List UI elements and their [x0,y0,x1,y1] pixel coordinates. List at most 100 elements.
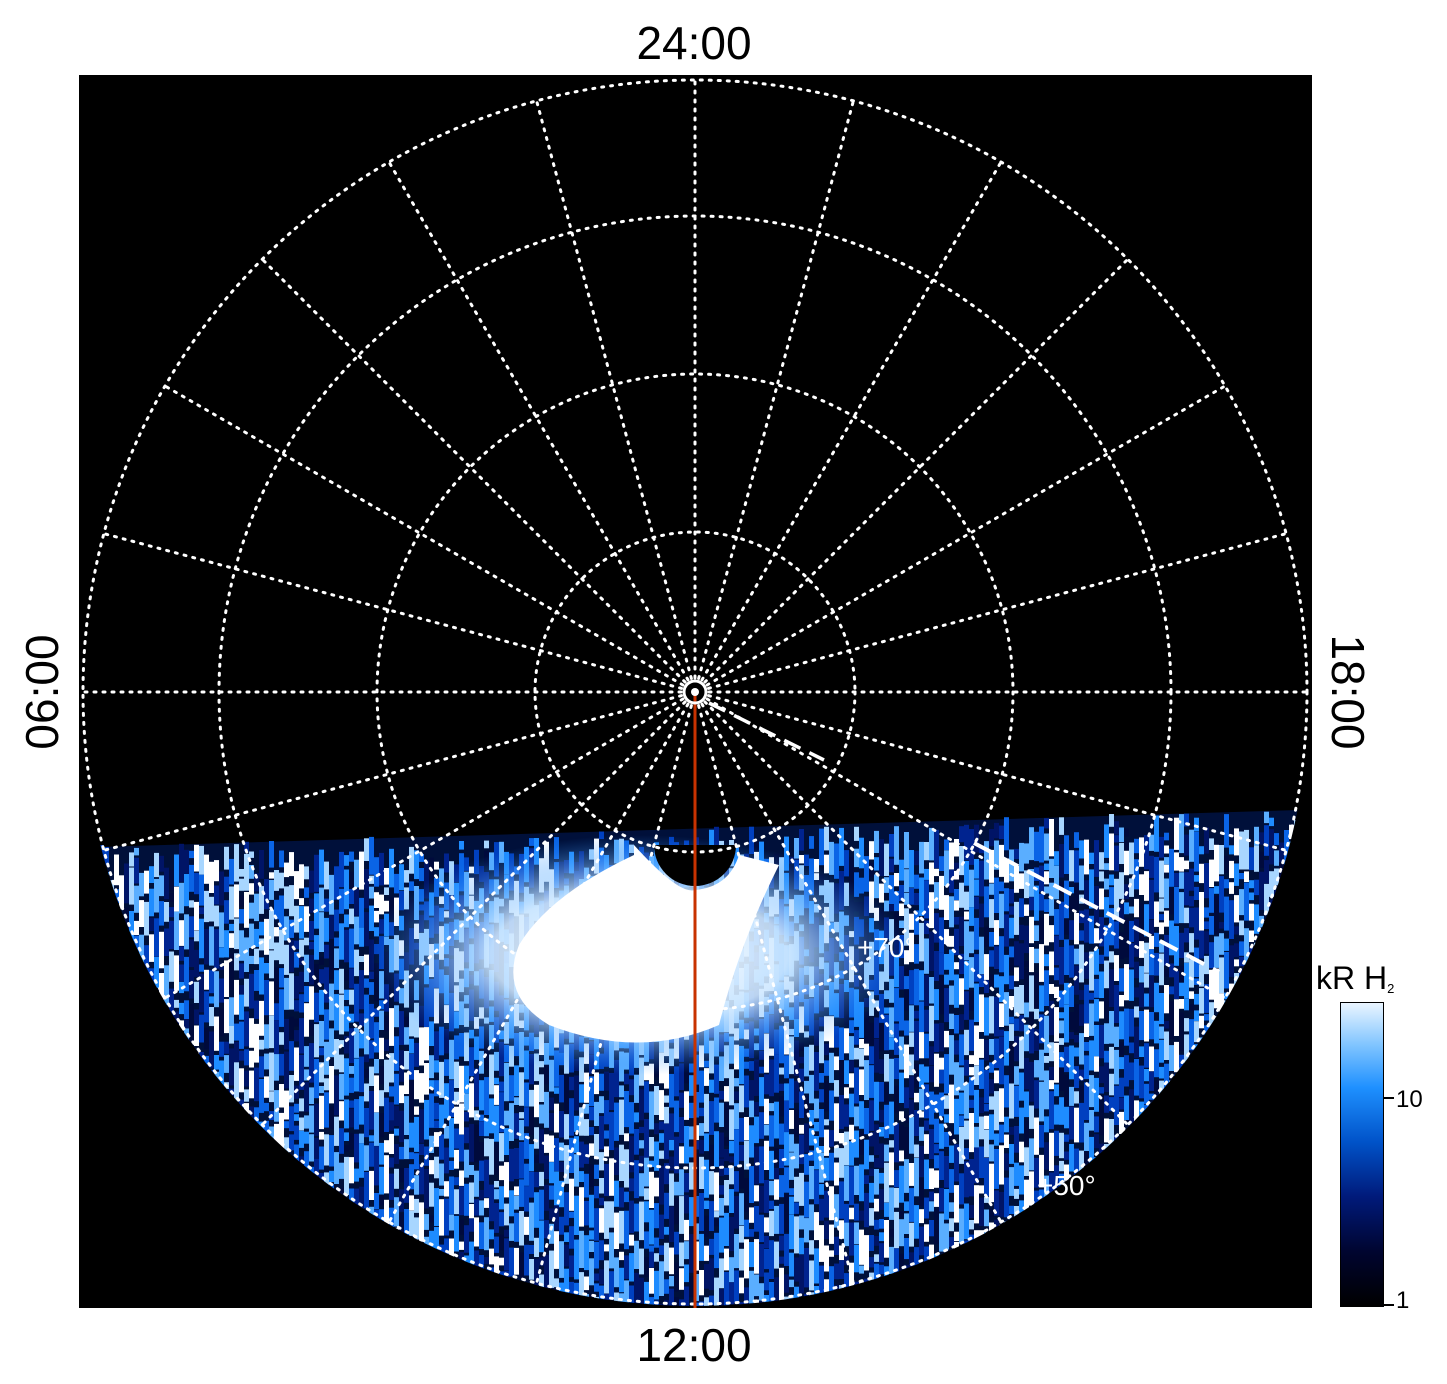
emission-pixel [1029,1138,1034,1171]
emission-pixel [679,1169,684,1196]
emission-pixel [264,1053,269,1070]
emission-pixel [779,1083,784,1091]
emission-pixel [1054,1274,1059,1300]
emission-pixel [989,1163,994,1203]
emission-pixel [744,1219,749,1237]
emission-pixel [1074,832,1079,848]
emission-pixel [904,908,909,946]
emission-pixel [804,1123,809,1153]
emission-pixel [994,1149,999,1189]
emission-pixel [1069,1274,1074,1301]
emission-pixel [429,1264,434,1290]
emission-pixel [1279,862,1284,882]
emission-pixel [859,1164,864,1202]
emission-pixel [834,1162,839,1186]
emission-pixel [1234,1287,1239,1306]
emission-pixel [124,946,129,984]
emission-pixel [1024,904,1029,916]
meridian-line-14 [163,384,685,687]
emission-pixel [494,1256,499,1294]
emission-pixel [1099,852,1104,870]
emission-pixel [604,1146,609,1157]
emission-pixel [214,1195,219,1229]
emission-pixel [204,1027,209,1050]
emission-pixel [919,1032,924,1059]
emission-pixel [719,1258,724,1289]
emission-pixel [599,1240,604,1261]
emission-pixel [214,1055,219,1070]
emission-pixel [1209,1200,1214,1224]
emission-pixel [274,1158,279,1182]
emission-pixel [1049,1269,1054,1299]
emission-pixel [334,909,339,932]
emission-pixel [434,1060,439,1073]
emission-pixel [294,976,299,999]
emission-pixel [394,1227,399,1252]
emission-pixel [249,1050,254,1068]
emission-pixel [294,1246,299,1283]
emission-pixel [889,1275,894,1304]
emission-pixel [1249,892,1254,901]
emission-pixel [199,1106,204,1125]
emission-pixel [1139,903,1144,942]
emission-pixel [159,1034,164,1050]
emission-pixel [184,849,189,874]
emission-pixel [684,1286,689,1306]
emission-pixel [664,1226,669,1235]
emission-pixel [289,885,294,917]
emission-pixel [144,901,149,936]
emission-pixel [934,829,939,869]
emission-pixel [884,1144,889,1162]
emission-pixel [1134,1227,1139,1264]
emission-pixel [134,1207,139,1223]
emission-pixel [164,1303,169,1306]
emission-pixel [439,1287,444,1306]
emission-pixel [1139,941,1144,958]
emission-pixel [1249,976,1254,1017]
emission-pixel [529,1089,534,1107]
emission-pixel [314,992,319,1023]
emission-pixel [344,1282,349,1306]
emission-pixel [439,1189,444,1196]
emission-pixel [629,1102,634,1134]
emission-pixel [849,1262,854,1290]
emission-pixel [1199,1263,1204,1298]
emission-pixel [1069,896,1074,912]
emission-pixel [1284,1208,1289,1223]
meridian-line-1 [707,694,1288,852]
emission-pixel [949,1084,954,1124]
emission-pixel [204,854,209,884]
emission-pixel [919,1209,924,1224]
emission-pixel [184,1019,189,1029]
emission-pixel [889,1187,894,1220]
emission-pixel [344,914,349,928]
emission-pixel [1154,1103,1159,1114]
emission-pixel [1099,954,1104,964]
emission-pixel [114,1268,119,1300]
emission-pixel [1014,967,1019,982]
emission-pixel [1064,1266,1069,1286]
emission-pixel [1174,817,1179,850]
emission-pixel [1054,1302,1059,1306]
emission-pixel [609,1232,614,1269]
emission-pixel [624,1073,629,1085]
emission-pixel [984,1069,989,1103]
emission-pixel [164,1073,169,1099]
emission-pixel [1064,919,1069,935]
emission-pixel [1144,1198,1149,1206]
emission-pixel [1044,863,1049,870]
emission-pixel [984,1129,989,1158]
emission-pixel [274,1234,279,1246]
emission-pixel [814,1248,819,1284]
meridian-line-10 [163,697,685,1000]
emission-pixel [1129,1239,1134,1250]
emission-pixel [304,866,309,880]
emission-pixel [1204,1014,1209,1021]
emission-pixel [179,1188,184,1195]
emission-pixel [1219,1203,1224,1217]
emission-pixel [419,1267,424,1301]
emission-pixel [869,1257,874,1268]
emission-pixel [129,852,134,867]
emission-pixel [264,1224,269,1255]
emission-pixel [1094,886,1099,925]
